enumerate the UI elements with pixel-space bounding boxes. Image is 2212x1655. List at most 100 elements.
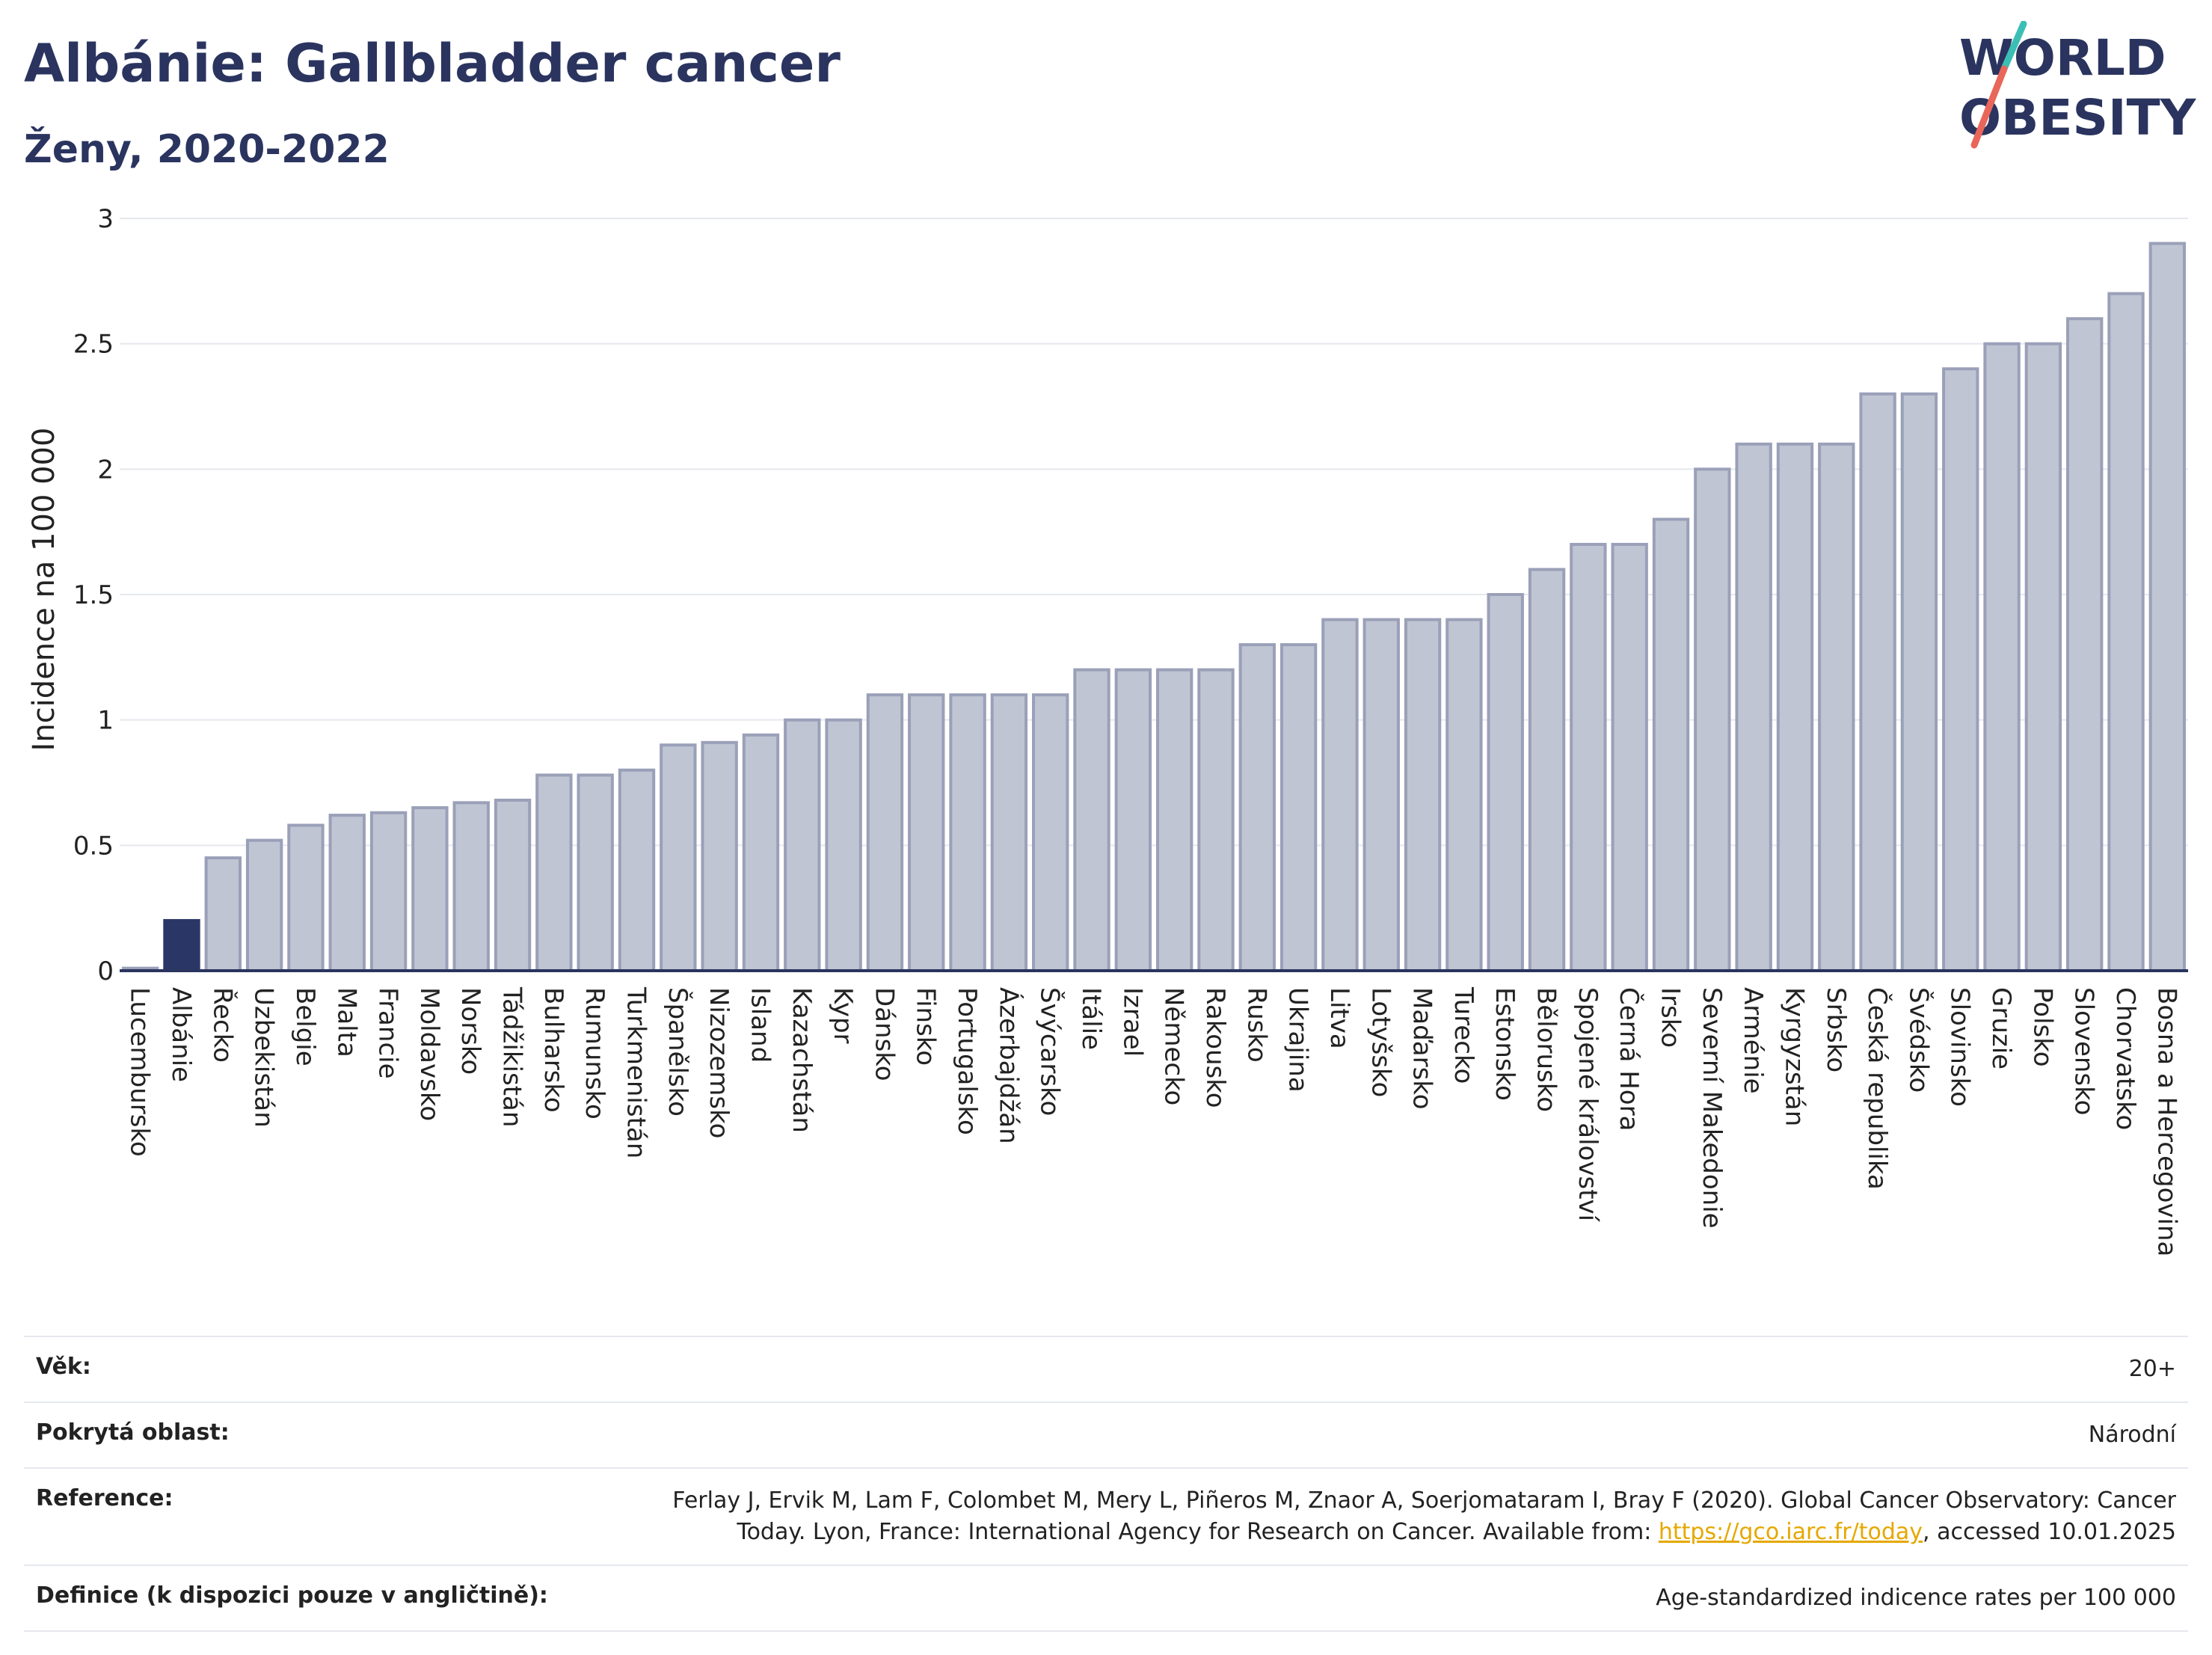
coverage-value: Národní <box>2088 1422 2176 1448</box>
x-tick-label: Rumunsko <box>580 987 609 1120</box>
x-tick-label: Slovinsko <box>1945 987 1975 1107</box>
reference-label: Reference: <box>36 1485 173 1511</box>
page-title: Albánie: Gallbladder cancer <box>24 33 841 94</box>
logo-slash-top <box>2000 21 2027 73</box>
age-label: Věk: <box>36 1354 91 1380</box>
reference-value: Ferlay J, Ervik M, Lam F, Colombet M, Me… <box>672 1485 2176 1548</box>
bar-francie <box>369 811 408 972</box>
x-tick-label: Ukrajina <box>1283 987 1313 1093</box>
x-tick-label: Rakousko <box>1200 987 1230 1108</box>
bar-rumunsko <box>577 773 614 972</box>
y-tick-label: 3 <box>97 204 114 234</box>
bar-rusko <box>1238 643 1276 972</box>
x-tick-label: Uzbekistán <box>249 987 279 1128</box>
bar-bulharsko <box>535 773 573 972</box>
x-tick-label: Česká republika <box>1862 987 1893 1190</box>
bar-slovensko <box>2066 317 2104 972</box>
x-tick-label: Ázerbajdžán <box>993 987 1024 1144</box>
x-tick-label: Litva <box>1324 987 1354 1049</box>
x-tick-label: Belgie <box>290 987 320 1066</box>
age-value: 20+ <box>2128 1356 2176 1382</box>
info-table: Věk: 20+ Pokrytá oblast: Národní Referen… <box>24 1336 2188 1632</box>
x-tick-label: Dánsko <box>869 987 899 1081</box>
bar-dánsko <box>866 693 904 973</box>
reference-link[interactable]: https://gco.iarc.fr/today <box>1658 1519 1923 1545</box>
x-tick-label: Kazachstán <box>787 987 817 1133</box>
bar-ázerbajdžán <box>990 693 1028 973</box>
x-tick-label: Maďarsko <box>1407 987 1437 1110</box>
x-tick-label: Kyrgyzstán <box>1779 987 1809 1126</box>
bar-turkmenistán <box>618 768 656 972</box>
x-tick-label: Estonsko <box>1490 987 1520 1101</box>
bar-srbsko <box>1818 442 1855 972</box>
y-tick-label: 2.5 <box>73 330 114 360</box>
bar-lotyšsko <box>1362 618 1400 972</box>
x-tick-label: Bělorusko <box>1531 987 1561 1112</box>
reference-text-1: Ferlay J, Ervik M, Lam F, Colombet M, Me… <box>672 1487 2176 1514</box>
bar-rakousko <box>1197 668 1235 972</box>
bar-izrael <box>1114 668 1152 972</box>
bar-moldavsko <box>411 806 449 972</box>
page-subtitle: Ženy, 2020-2022 <box>24 127 390 172</box>
x-tick-label: Lotyšsko <box>1365 987 1395 1097</box>
definition-value: Age-standardized indicence rates per 100… <box>1656 1585 2176 1611</box>
bar-kazachstán <box>784 718 821 973</box>
bar-španělsko <box>660 743 697 972</box>
x-tick-label: Bulharsko <box>538 987 568 1113</box>
bar-malta <box>328 814 366 973</box>
x-tick-label: Chorvatsko <box>2110 987 2140 1130</box>
bar-černá-hora <box>1611 542 1648 972</box>
x-tick-label: Černá Hora <box>1614 987 1644 1131</box>
bar-uzbekistán <box>245 838 283 973</box>
x-tick-label: Francie <box>373 987 403 1079</box>
y-axis-label: Incidence na 100 000 <box>27 428 61 752</box>
bar-gruzie <box>1983 342 2021 972</box>
bar-polsko <box>2024 342 2062 972</box>
x-tick-label: Řecko <box>207 987 238 1063</box>
x-tick-label: Turkmenistán <box>621 986 651 1158</box>
bar-tádžikistán <box>494 798 532 973</box>
bar-irsko <box>1652 518 1690 972</box>
coverage-label: Pokrytá oblast: <box>36 1419 230 1446</box>
x-tick-label: Moldavsko <box>414 987 444 1121</box>
x-tick-label: Srbsko <box>1821 987 1851 1072</box>
bar-albánie <box>163 918 200 973</box>
x-tick-label: Bosna a Hercegovina <box>2151 987 2181 1256</box>
bar-turecko <box>1446 618 1483 972</box>
x-tick-label: Albánie <box>166 987 196 1082</box>
logo-slash-bottom <box>1970 65 2008 149</box>
x-tick-label: Island <box>745 987 775 1063</box>
reference-text-3: , accessed 10.01.2025 <box>1923 1519 2176 1545</box>
bar-bělorusko <box>1528 568 1566 972</box>
world-obesity-logo: WORLD OBESITY <box>1959 21 2197 149</box>
y-axis-ticks: 0 0.5 1 1.5 2 2.5 3 <box>73 204 114 986</box>
x-tick-label: Gruzie <box>1986 987 2016 1069</box>
bar-norsko <box>452 801 490 972</box>
x-tick-label: Severní Makedonie <box>1697 987 1727 1229</box>
bar-island <box>742 733 780 973</box>
x-tick-label: Nizozemsko <box>704 987 734 1138</box>
info-row-reference: Reference: Ferlay J, Ervik M, Lam F, Col… <box>24 1467 2188 1565</box>
x-tick-label: Slovensko <box>2069 987 2099 1115</box>
x-tick-label: Finsko <box>911 987 941 1066</box>
x-tick-label: Turecko <box>1448 986 1478 1084</box>
x-tick-label: Tádžikistán <box>497 986 527 1127</box>
bar-itálie <box>1073 668 1110 972</box>
bar-německo <box>1155 668 1193 972</box>
bar-slovinsko <box>1942 367 1979 972</box>
y-tick-label: 1 <box>97 706 114 736</box>
bar-chart: 0 0.5 1 1.5 2 2.5 3 Lucembursko Albánie Řecko Uzb… <box>27 204 2188 1256</box>
x-tick-label: Německo <box>1159 987 1189 1105</box>
definition-label: Definice (k dispozici pouze v angličtině… <box>36 1582 548 1609</box>
x-tick-label: Izrael <box>1117 987 1147 1057</box>
x-tick-label: Irsko <box>1656 987 1686 1048</box>
logo-line1: WORLD <box>1959 29 2166 87</box>
bar-maďarsko <box>1404 618 1442 972</box>
info-row-coverage: Pokrytá oblast: Národní <box>24 1401 2188 1467</box>
bar-chorvatsko <box>2107 292 2145 973</box>
bar-estonsko <box>1487 593 1524 972</box>
x-tick-label: Kypr <box>828 987 858 1044</box>
bar-finsko <box>908 693 945 973</box>
bar-nizozemsko <box>701 740 738 972</box>
x-tick-label: Itálie <box>1076 987 1106 1050</box>
